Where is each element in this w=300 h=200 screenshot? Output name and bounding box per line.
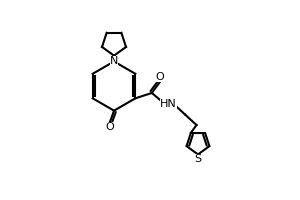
Text: O: O — [105, 122, 114, 132]
Text: HN: HN — [160, 99, 177, 109]
Text: N: N — [110, 56, 118, 66]
Text: S: S — [194, 154, 202, 164]
Text: O: O — [156, 72, 165, 82]
